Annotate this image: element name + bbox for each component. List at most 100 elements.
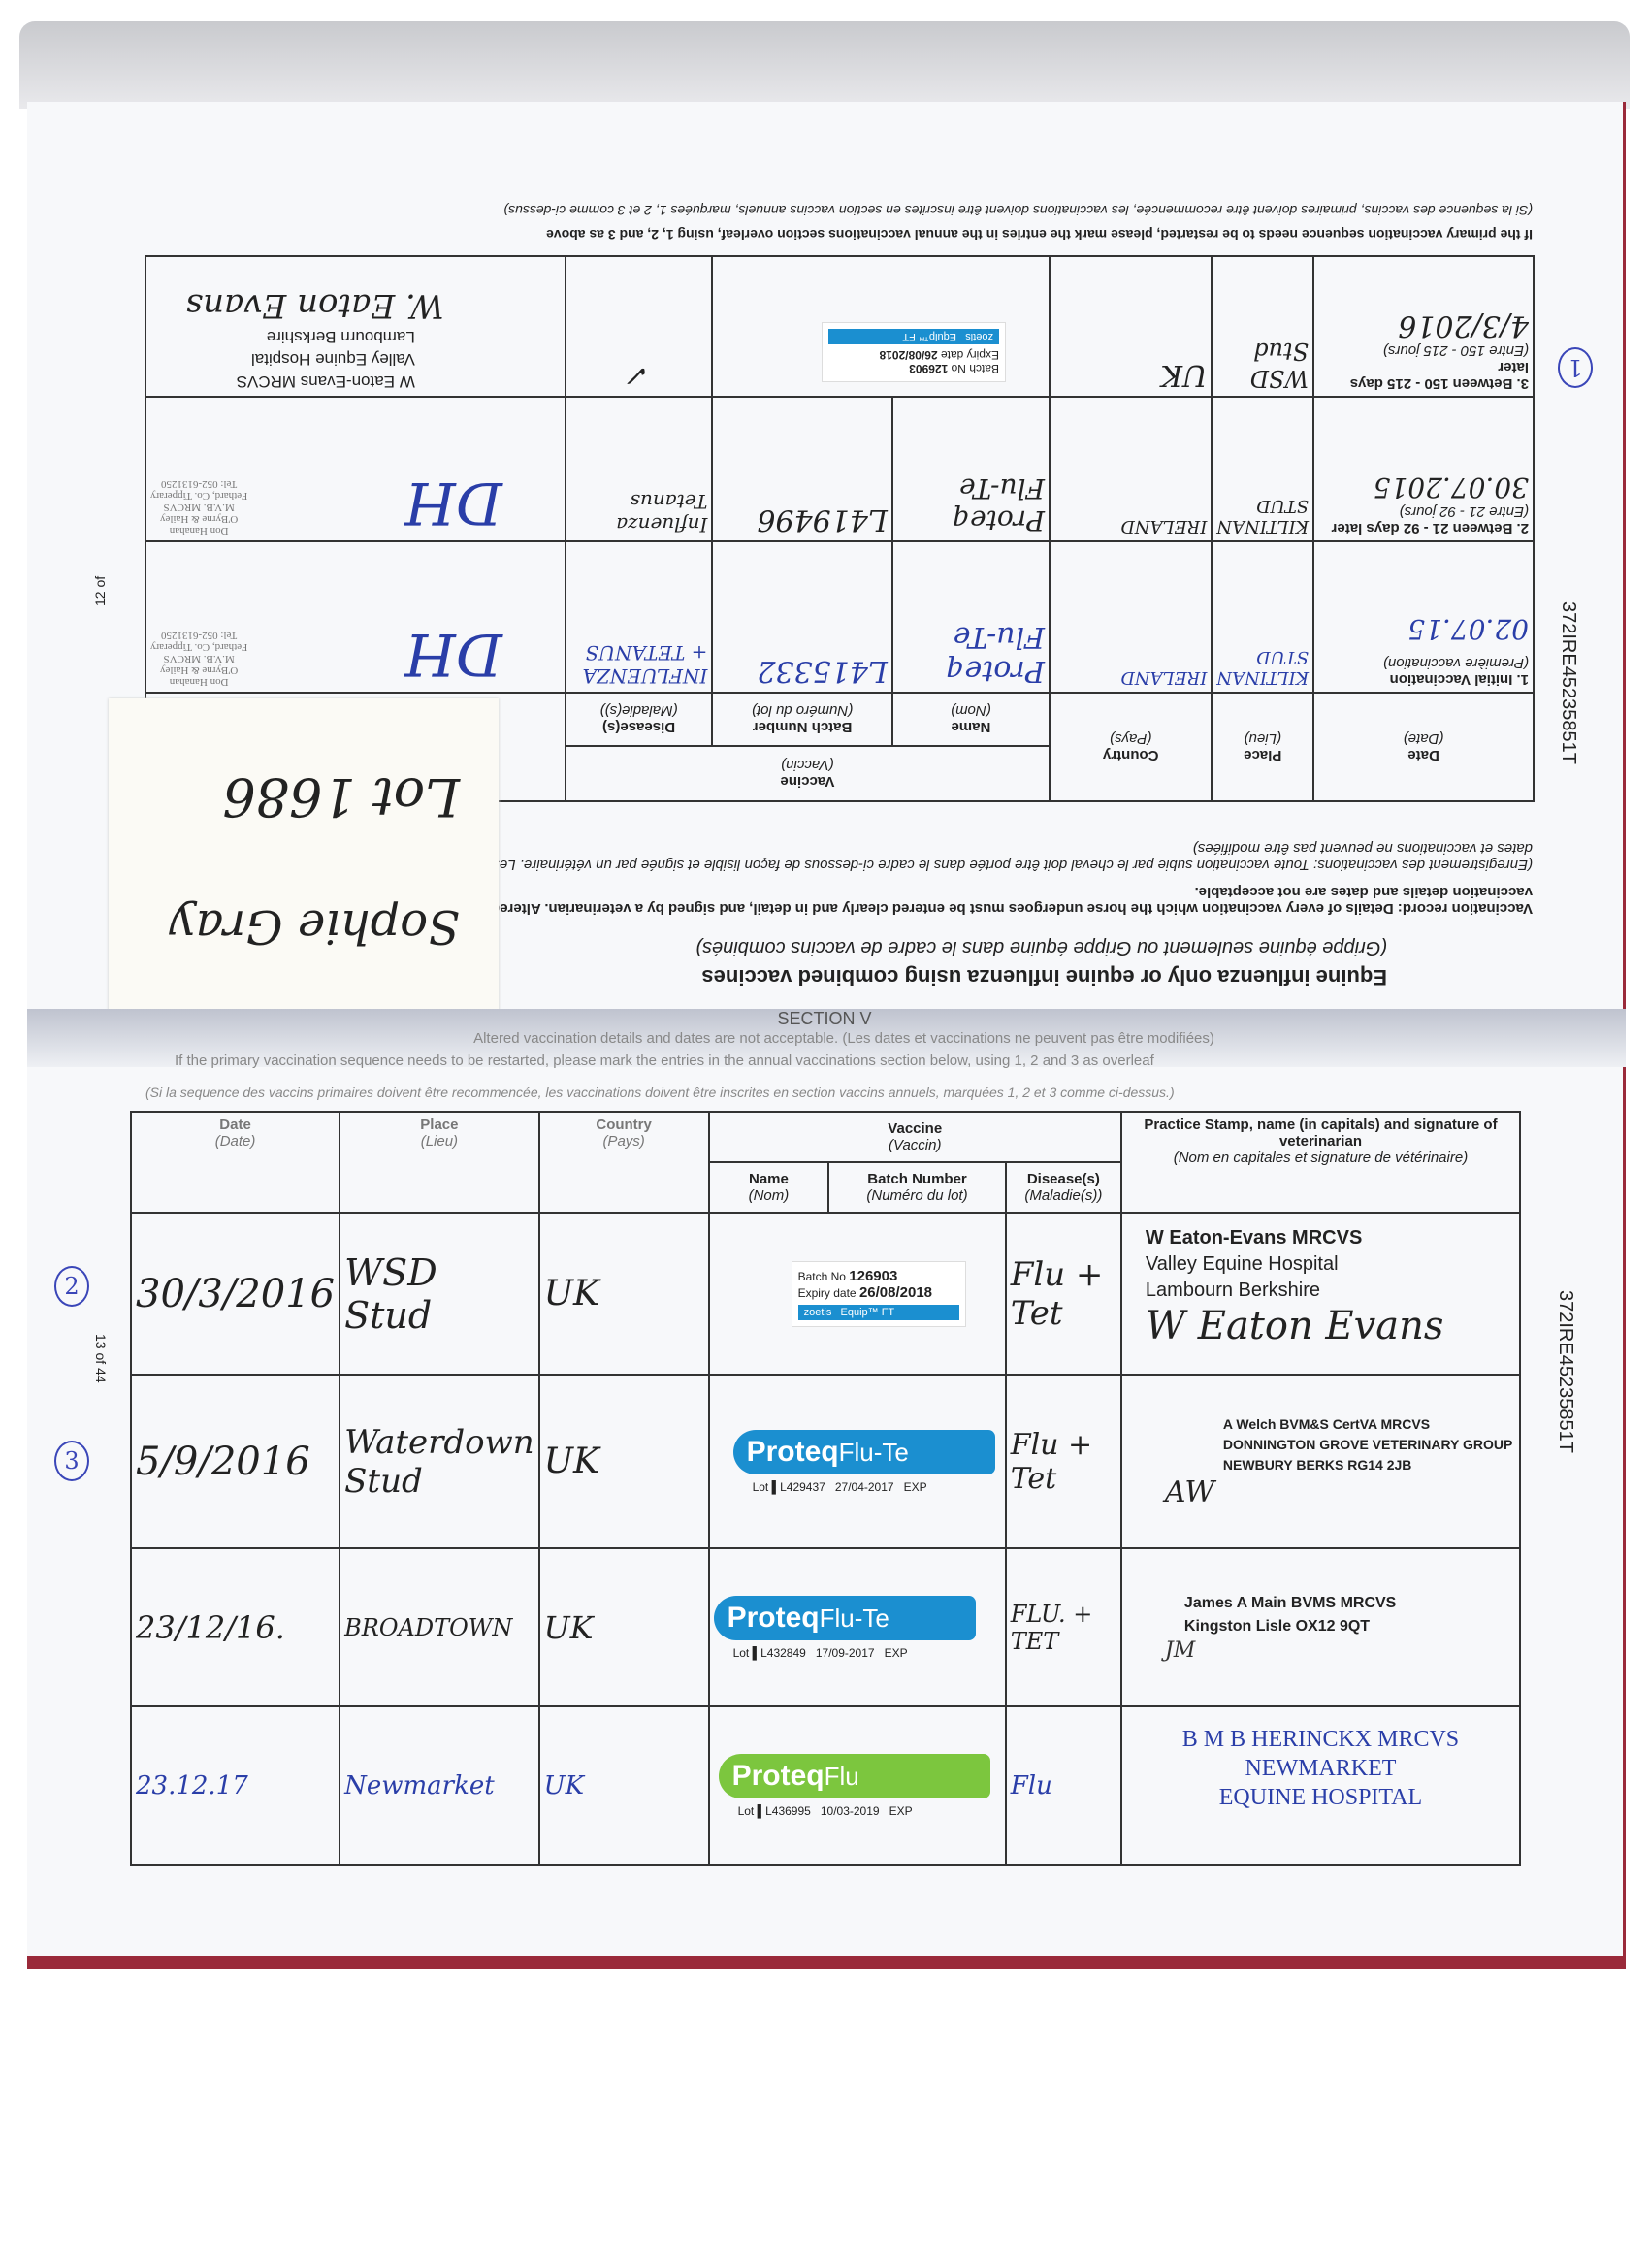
practice-stamp: James A Main BVMS MRCVS Kingston Lisle OX… [1183,1595,1397,1635]
signature: JM [1164,1638,1196,1663]
batch-label-cell: ProteqFlu Lot ▌L436995 10/03-2019 EXP [707,1705,1007,1866]
footnote-fr: (Si la sequence des vaccins, primaires d… [503,203,1533,218]
header-place: Place (Lieu) [339,1111,540,1214]
header-place: Place (Lieu) [1212,693,1314,801]
vaccine-batch-label: Batch No 126903 Expiry date 26/08/2018 z… [821,322,1006,382]
lot-info: Lot ▌L436995 10/03-2019 EXP [737,1804,913,1818]
proteq-label: ProteqFlu-Te [713,1595,976,1640]
row-label: 1. Initial Vaccination (Première vaccinat… [1313,541,1534,693]
practice-stamp: W Eaton-Evans MRCVS Valley Equine Hospita… [236,328,415,391]
section-title: Equine influenza only or equine influenz… [701,965,1387,989]
lot-info: Lot ▌L429437 27/04-2017 EXP [752,1479,927,1494]
section-label: SECTION V [777,1009,872,1028]
name-cell: Proteq Flu-Te [891,397,1050,541]
disease-cell: Influenza Tetanus [565,397,713,541]
batch-cell: L415332 [712,541,892,693]
sticky-note-lot: Lot 1686 [222,766,460,827]
header-vaccine: Vaccine (Vaccin) [707,1111,1122,1163]
page-fold [27,1009,1626,1067]
table-row: 3. Between 150 - 215 days later (Entre 15… [146,256,1534,397]
country-cell: UK [537,1374,710,1549]
header-date: Date (Date) [1313,693,1534,801]
date-cell: 5/9/2016 [129,1374,341,1549]
practice-cell: W Eaton-Evans MRCVS Valley Equine Hospita… [146,256,566,397]
row-label: 2. Between 21 - 92 days later (Entre 21 -… [1313,397,1534,541]
note-altered: Altered vaccination details and dates ar… [473,1030,1214,1047]
batch-cell: L419496 [712,397,892,541]
header-country: Country (Pays) [537,1111,710,1214]
header-name: Name (Nom) [891,693,1050,746]
header-disease: Disease(s) (Maladie(s)) [565,693,713,746]
table-row: 2. Between 21 - 92 days later (Entre 21 -… [146,397,1534,541]
circled-number: 3 [54,1441,89,1481]
signature: AW [1164,1474,1215,1509]
table-row: 1. Initial Vaccination (Première vaccinat… [146,541,1534,693]
vaccine-batch-label: Batch No 126903 Expiry date 26/08/2018 z… [791,1260,966,1327]
batch-label-cell: Batch No 126903 Expiry date 26/08/2018 z… [707,1212,1007,1376]
lower-vaccination-table: Date (Date) Place (Lieu) Country (Pays) Vac… [129,1111,1522,1866]
record-text: Vaccination record: Details of every vac… [491,884,1533,917]
note-restart: If the primary vaccination sequence need… [175,1053,1154,1069]
header-country: Country (Pays) [1049,693,1212,801]
name-cell: Proteq Flu-Te [891,541,1050,693]
practice-cell: James A Main BVMS MRCVS Kingston Lisle OX… [1119,1547,1522,1707]
place-cell: KILTINAN STUD [1212,541,1314,693]
circled-number: 1 [1558,347,1593,388]
place-cell: Waterdown Stud [339,1374,540,1549]
horse-id-lower: 372IRE45235851T [1555,1290,1576,1453]
table-row: 30/3/2016 WSD Stud UK Batch No 126903 Ex… [129,1212,1522,1376]
practice-cell: DH Don Hanahan O'Byrne & Hailey M.V.B. MRC… [146,541,566,693]
practice-cell: W Eaton-Evans MRCVS Valley Equine Hospita… [1119,1212,1522,1376]
place-cell: WSD Stud [1212,256,1314,397]
disease-cell: Flu [1004,1705,1122,1866]
practice-cell: DH Don Hanahan O'Byrne & Hailey M.V.B. MRC… [146,397,566,541]
date-cell: 23.12.17 [129,1705,341,1866]
batch-label-cell: ProteqFlu-Te Lot ▌L429437 27/04-2017 EXP [707,1374,1007,1549]
disease-cell: FLU. + TET [1004,1547,1122,1707]
disease-cell: Flu + Tet [1004,1212,1122,1376]
binder-edge [19,21,1630,109]
section-title-fr: (Grippe équine seulement ou Grippe équin… [695,937,1387,958]
country-cell: UK [537,1547,710,1707]
signature: W Eaton Evans [1145,1304,1444,1348]
proteq-label: ProteqFlu-Te [732,1429,995,1474]
practice-stamp: A Welch BVM&S CertVA MRCVS DONNINGTON GRO… [1222,1415,1513,1473]
upper-page-rotated: Equine influenza only or equine influenz… [39,107,1620,1012]
header-practice: Practice Stamp, name (in capitals) and s… [1119,1111,1522,1214]
page-number: 13 of 44 [93,1334,109,1383]
practice-stamp: Don Hanahan O'Byrne & Hailey M.V.B. MRCVS F… [150,630,248,688]
disease-cell: Flu + Tet [1004,1374,1122,1549]
header-vaccine: Vaccine (Vaccin) [565,746,1050,801]
date-cell: 30/3/2016 [129,1212,341,1376]
lot-info: Lot ▌L432849 17/09-2017 EXP [732,1645,908,1660]
place-cell: WSD Stud [339,1212,540,1376]
horse-id-upper: 372IRE45235851T [1558,601,1579,764]
row-label: 3. Between 150 - 215 days later (Entre 15… [1313,256,1534,397]
country-cell: UK [537,1705,710,1866]
place-cell: KILTINAN STUD [1212,397,1314,541]
disease-cell: ✓ [565,256,713,397]
table-row: 23/12/16. BROADTOWN UK ProteqFlu-Te Lot … [129,1547,1522,1707]
header-batch: Batch Number (Numéro du lot) [712,693,892,746]
batch-label-cell: ProteqFlu-Te Lot ▌L432849 17/09-2017 EXP [707,1547,1007,1707]
table-row: 5/9/2016 Waterdown Stud UK ProteqFlu-Te … [129,1374,1522,1549]
signature: W. Eaton Evans [185,286,444,326]
practice-stamp: Don Hanahan O'Byrne & Hailey M.V.B. MRCVS F… [150,478,248,536]
note-restart-fr: (Si la sequence des vaccins primaires do… [146,1085,1175,1100]
practice-stamp: W Eaton-Evans MRCVS Valley Equine Hospita… [1145,1227,1363,1301]
place-cell: Newmarket [339,1705,540,1866]
header-date: Date (Date) [129,1111,341,1214]
country-cell: IRELAND [1049,397,1212,541]
country-cell: IRELAND [1049,541,1212,693]
sticky-note: Sophie Gray Lot 1686 [109,698,499,1012]
place-cell: BROADTOWN [339,1547,540,1707]
header-name: Name (Nom) [707,1161,830,1214]
circled-number: 2 [54,1266,89,1307]
page-number: 12 of [92,575,108,606]
disease-cell: INFLUENZA + TETANUS [565,541,713,693]
practice-stamp: B M B HERINCKX MRCVS NEWMARKET EQUINE HOSP… [1181,1727,1460,1810]
date-cell: 23/12/16. [129,1547,341,1707]
header-batch: Batch Number (Numéro du lot) [827,1161,1007,1214]
record-text-fr: (Enregistrement des vaccinations: Toute … [492,840,1533,873]
proteq-label: ProteqFlu [718,1754,990,1798]
